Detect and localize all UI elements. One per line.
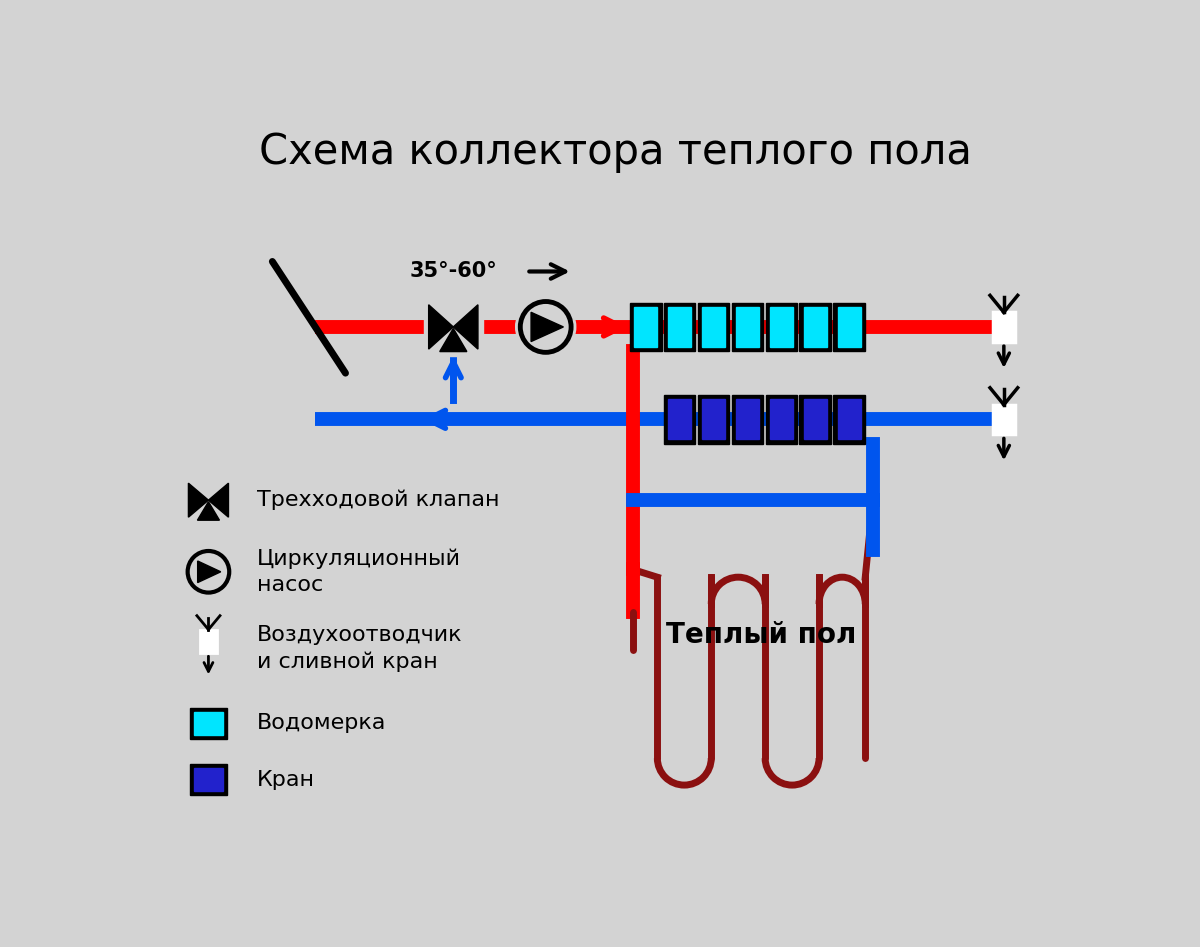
Bar [769,307,793,347]
Bar [838,400,860,439]
Polygon shape [188,483,209,517]
Bar [635,307,658,347]
Text: Циркуляционный
насос: Циркуляционный насос [257,548,461,596]
Bar [190,708,227,739]
Bar [769,400,793,439]
Bar [194,768,223,792]
Bar [702,307,725,347]
Bar [736,307,758,347]
Bar [702,400,725,439]
Bar [736,400,758,439]
Bar [994,313,1015,342]
Bar [838,307,860,347]
Text: Воздухоотводчик
и сливной кран: Воздухоотводчик и сливной кран [257,625,462,672]
Polygon shape [439,329,467,351]
Polygon shape [428,305,454,349]
Bar [732,395,763,443]
Bar [630,303,661,351]
Polygon shape [209,483,228,517]
Bar [697,395,730,443]
Bar [804,307,827,347]
Bar [200,630,217,652]
Bar [804,400,827,439]
Circle shape [516,297,576,357]
Text: Теплый пол: Теплый пол [666,621,857,649]
Bar [424,297,482,356]
Text: 35°-60°: 35°-60° [409,261,497,281]
Bar [799,395,830,443]
Text: Схема коллектора теплого пола: Схема коллектора теплого пола [258,131,972,172]
Text: Кран: Кран [257,770,314,790]
Bar [766,303,797,351]
Bar [833,303,865,351]
Bar [194,712,223,735]
Bar [668,400,691,439]
Bar [697,303,730,351]
Bar [190,764,227,795]
Polygon shape [532,313,564,342]
Bar [664,303,696,351]
Bar [766,395,797,443]
Bar [799,303,830,351]
Bar [664,395,696,443]
Bar [732,303,763,351]
Polygon shape [198,502,220,520]
Bar [994,404,1015,434]
Bar [668,307,691,347]
Polygon shape [198,561,221,582]
Text: Водомерка: Водомерка [257,713,386,734]
Bar [833,395,865,443]
Polygon shape [454,305,478,349]
Text: Трехходовой клапан: Трехходовой клапан [257,490,499,510]
